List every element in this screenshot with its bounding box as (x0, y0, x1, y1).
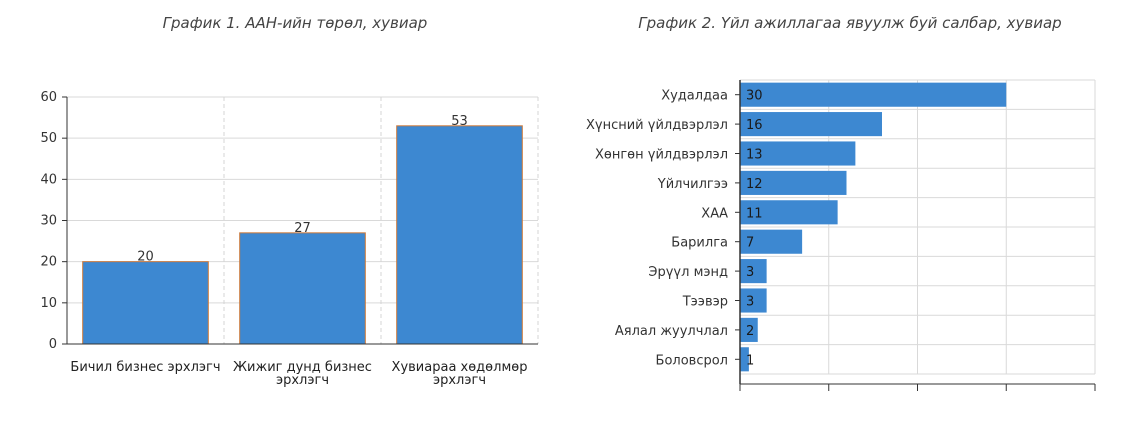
chart2-bar (740, 170, 847, 195)
chart2-category-label: Хөнгөн үйлдвэрлэл (595, 148, 728, 163)
chart2-bar (740, 200, 838, 225)
chart1-bar (239, 232, 366, 345)
chart1-bar (82, 261, 209, 345)
chart1-category-label: эрхлэгч (433, 373, 486, 388)
chart2-category-label: Хүнсний үйлдвэрлэл (586, 118, 728, 133)
chart1-category-label: Хувиараа хөдөлмөр (392, 360, 528, 375)
chart1-y-tick-label: 20 (40, 255, 57, 270)
chart1-y-tick-label: 0 (49, 337, 57, 352)
chart1-bar (396, 125, 523, 345)
chart1-data-label: 27 (294, 221, 311, 236)
chart2-category-label: Тээвэр (682, 295, 728, 310)
chart1-y-tick-label: 40 (40, 172, 57, 187)
chart2-data-label: 3 (746, 265, 754, 280)
chart1-category-label: эрхлэгч (276, 373, 329, 388)
chart1-y-tick-label: 10 (40, 296, 57, 311)
chart1-y-tick-label: 60 (40, 90, 57, 105)
chart2-category-label: Үйлчилгээ (657, 177, 728, 192)
chart2-bar (740, 259, 767, 284)
chart2-bar (740, 141, 856, 166)
chart2-category-label: ХАА (701, 206, 728, 221)
chart2-category-label: Худалдаа (661, 89, 728, 104)
chart2-category-label: Барилга (671, 236, 728, 251)
chart2-data-label: 30 (746, 89, 763, 104)
chart2-category-label: Эрүүл мэнд (648, 265, 728, 280)
chart2-bar (740, 229, 803, 254)
chart1-y-tick-label: 30 (40, 214, 57, 229)
chart2-bar (740, 317, 758, 342)
chart2-bar (740, 112, 882, 137)
chart1-data-label: 53 (451, 114, 468, 129)
chart2-title: График 2. Үйл ажиллагаа явуулж буй салба… (638, 14, 1062, 32)
chart2-category-label: Аялал жуулчлал (615, 324, 728, 339)
chart2-data-label: 13 (746, 148, 763, 163)
chart1-category-label: Жижиг дунд бизнес (233, 360, 372, 375)
chart2-data-label: 12 (746, 177, 763, 192)
chart2-data-label: 7 (746, 236, 754, 251)
chart2-data-label: 3 (746, 295, 754, 310)
chart1-data-label: 20 (137, 250, 154, 265)
chart2-bar (740, 82, 1007, 107)
chart2-data-label: 16 (746, 118, 763, 133)
chart2-data-label: 2 (746, 324, 754, 339)
chart1-category-label: Бичил бизнес эрхлэгч (70, 360, 220, 375)
chart2-bar (740, 347, 749, 372)
chart2-data-label: 1 (746, 353, 754, 368)
chart1-y-tick-label: 50 (40, 131, 57, 146)
chart2-bar (740, 288, 767, 313)
chart1-title: График 1. ААН-ийн төрөл, хувиар (162, 14, 428, 32)
chart2-category-label: Боловсрол (656, 353, 728, 368)
chart2-data-label: 11 (746, 206, 763, 221)
